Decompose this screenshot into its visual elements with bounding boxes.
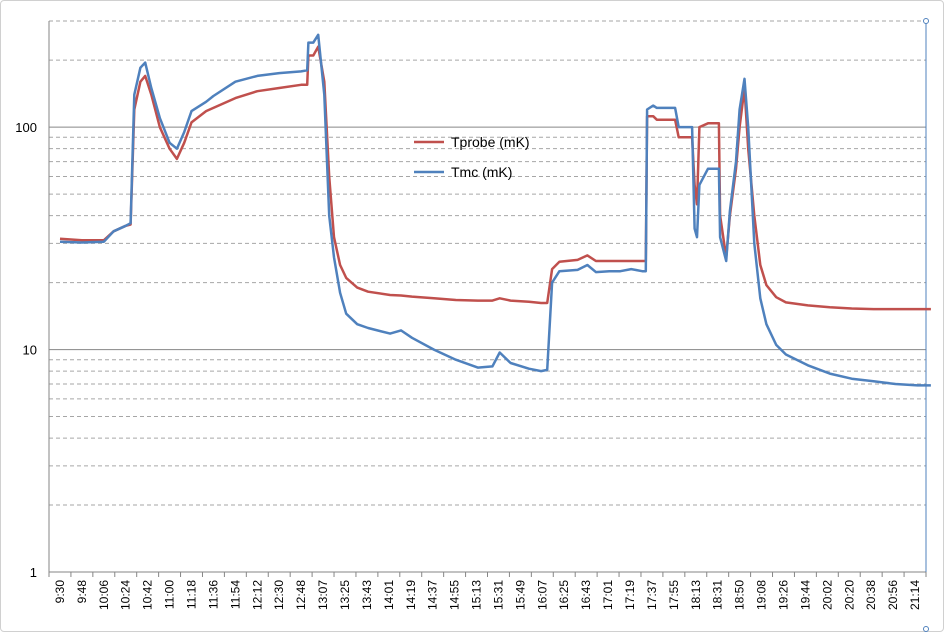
legend-label: Tmc (mK) bbox=[451, 164, 512, 180]
x-tick-label: 9:30 bbox=[53, 580, 67, 604]
x-tick-label: 13:25 bbox=[338, 580, 352, 610]
x-tick-label: 19:26 bbox=[776, 580, 790, 610]
x-tick-label: 18:31 bbox=[711, 580, 725, 610]
x-tick-label: 17:19 bbox=[623, 580, 637, 610]
x-tick-label: 17:01 bbox=[601, 580, 615, 610]
x-tick-label: 13:07 bbox=[316, 580, 330, 610]
x-tick-label: 20:02 bbox=[820, 580, 834, 610]
x-tick-label: 11:00 bbox=[163, 580, 177, 609]
x-tick-label: 14:55 bbox=[448, 580, 462, 610]
legend: Tprobe (mK) Tmc (mK) bbox=[414, 134, 530, 180]
series-lines bbox=[59, 33, 931, 387]
x-tick-label: 17:55 bbox=[667, 580, 681, 610]
x-tick-label: 20:20 bbox=[842, 580, 856, 610]
x-tick-label: 14:19 bbox=[404, 580, 418, 610]
x-tick-label: 18:13 bbox=[689, 580, 703, 610]
x-tick-label: 19:08 bbox=[755, 580, 769, 610]
x-tick-label: 14:01 bbox=[382, 580, 396, 610]
y-tick-label: 10 bbox=[23, 343, 37, 358]
x-tick-label: 16:07 bbox=[535, 580, 549, 610]
x-tick-label: 18:50 bbox=[733, 580, 747, 610]
series-line-tmc bbox=[59, 33, 931, 387]
x-tick-label: 12:30 bbox=[272, 580, 286, 610]
x-tick-label: 11:36 bbox=[206, 580, 220, 609]
x-tick-label: 20:38 bbox=[864, 580, 878, 610]
x-tick-label: 12:12 bbox=[250, 580, 264, 610]
x-tick-label: 15:49 bbox=[513, 580, 527, 610]
x-tick-label: 12:48 bbox=[294, 580, 308, 610]
x-tick-label: 21:14 bbox=[908, 580, 922, 610]
x-tick-label: 20:56 bbox=[886, 580, 900, 610]
x-tick-label: 16:25 bbox=[557, 580, 571, 610]
x-tick-label: 10:42 bbox=[141, 580, 155, 610]
axes: 1 10 100 9:30 9:48 10:06 10:24 10:42 11:00 11:18 1… bbox=[15, 21, 927, 610]
x-tick-label: 10:06 bbox=[97, 580, 111, 610]
x-tick-label: 11:18 bbox=[185, 580, 199, 609]
x-tick-label: 19:44 bbox=[798, 580, 812, 610]
x-tick-label: 17:37 bbox=[645, 580, 659, 610]
x-tick-label: 9:48 bbox=[75, 580, 89, 604]
x-tick-label: 15:13 bbox=[470, 580, 484, 610]
x-tick-label: 10:24 bbox=[119, 580, 133, 610]
x-tick-label: 11:54 bbox=[228, 580, 242, 609]
gridlines bbox=[49, 20, 926, 506]
x-tick-label: 16:43 bbox=[579, 580, 593, 610]
y-tick-label: 100 bbox=[15, 120, 37, 135]
legend-label: Tprobe (mK) bbox=[451, 134, 530, 150]
y-tick-label: 1 bbox=[30, 565, 37, 580]
x-tick-label: 13:43 bbox=[360, 580, 374, 610]
x-tick-label: 14:37 bbox=[426, 580, 440, 610]
chart-resize-handle[interactable] bbox=[923, 18, 929, 24]
chart-resize-handle[interactable] bbox=[923, 626, 929, 632]
x-tick-label: 15:31 bbox=[491, 580, 505, 610]
